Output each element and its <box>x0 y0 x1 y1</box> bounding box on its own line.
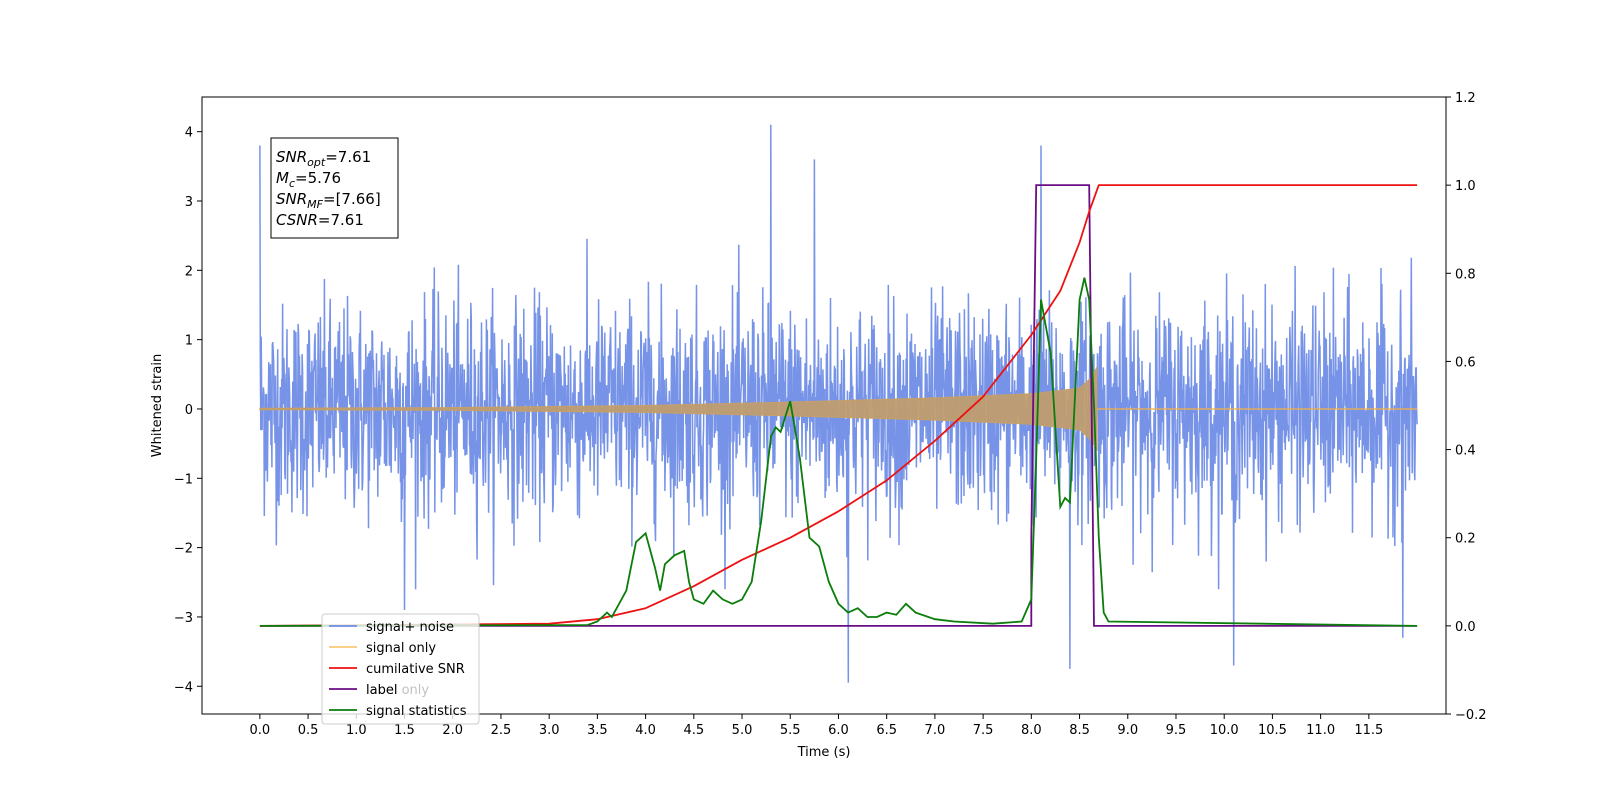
y2-tick-label: −0.2 <box>1455 708 1487 723</box>
x-tick-label: 1.5 <box>394 723 415 738</box>
series-signal-statistics-line <box>259 277 1418 627</box>
stat-line: Mc=5.76 <box>276 169 341 190</box>
x-tick-label: 7.0 <box>925 723 946 738</box>
y2-tick-label: 1.0 <box>1455 179 1476 194</box>
y-tick-label: −4 <box>174 680 193 695</box>
legend-label: signal statistics <box>366 704 467 719</box>
x-tick-label: 11.0 <box>1306 723 1335 738</box>
legend-frame <box>321 613 480 725</box>
y2-tick-label: 0.0 <box>1455 620 1476 635</box>
y2-tick-label: 0.4 <box>1455 444 1476 459</box>
x-tick-label: 5.0 <box>732 723 753 738</box>
x-tick-label: 3.0 <box>539 723 560 738</box>
x-tick-label: 0.5 <box>298 723 319 738</box>
y2-tick-label: 0.8 <box>1455 267 1476 282</box>
y-tick-label: −1 <box>174 472 193 487</box>
legend: signal+ noise signal only cumilative SNR la… <box>321 613 480 725</box>
x-tick-label: 1.0 <box>346 723 367 738</box>
axes: 0.0 0.5 1.0 1.5 2.0 2.5 3.0 3.5 4.0 4.5 5.0 5.5 6.0 6… <box>150 91 1487 760</box>
x-tick-label: 3.5 <box>587 723 608 738</box>
x-tick-label: 4.5 <box>683 723 704 738</box>
y2-tick-label: 0.6 <box>1455 355 1476 370</box>
plot-area <box>259 124 1418 683</box>
y-axis-label: Whitened strain <box>150 354 165 457</box>
stat-line: CSNR=7.61 <box>276 211 364 229</box>
y-tick-label: 0 <box>185 403 193 418</box>
y-tick-label: 4 <box>185 126 193 141</box>
x-tick-label: 5.5 <box>780 723 801 738</box>
stats-box-frame <box>270 137 399 239</box>
x-tick-label: 7.5 <box>973 723 994 738</box>
x-tick-label: 4.0 <box>635 723 656 738</box>
x-tick-label: 2.0 <box>442 723 463 738</box>
series-cumulative-snr-line <box>259 184 1418 627</box>
x-tick-label: 8.0 <box>1021 723 1042 738</box>
legend-label: signal+ noise <box>366 620 454 635</box>
series-label-line <box>259 184 1418 627</box>
series-signal-only-band <box>259 365 1098 451</box>
x-tick-label: 11.5 <box>1354 723 1383 738</box>
x-tick-label: 6.0 <box>828 723 849 738</box>
plot-frame <box>201 96 1447 715</box>
stat-line: SNRopt=7.61 <box>276 148 371 169</box>
y2-tick-label: 0.2 <box>1455 532 1476 547</box>
y-tick-label: 2 <box>185 264 193 279</box>
x-tick-label: 10.0 <box>1210 723 1239 738</box>
y-tick-label: 1 <box>185 334 193 349</box>
x-tick-label: 9.0 <box>1117 723 1138 738</box>
legend-label: label <box>366 683 397 698</box>
x-tick-label: 8.5 <box>1069 723 1090 738</box>
y2-tick-label: 1.2 <box>1455 91 1476 106</box>
y-tick-label: −2 <box>174 542 193 557</box>
legend-label: cumilative SNR <box>366 662 465 677</box>
x-tick-label: 2.5 <box>491 723 512 738</box>
legend-label: signal only <box>366 641 436 656</box>
x-tick-label: 9.5 <box>1166 723 1187 738</box>
y-tick-label: −3 <box>174 611 193 626</box>
x-axis-label: Time (s) <box>797 745 851 760</box>
stat-line: SNRMF=[7.66] <box>276 190 381 211</box>
x-tick-label: 0.0 <box>250 723 271 738</box>
x-tick-label: 10.5 <box>1258 723 1287 738</box>
y-tick-label: 3 <box>185 195 193 210</box>
legend-ghost-label: label only <box>366 683 429 698</box>
x-tick-label: 6.5 <box>876 723 897 738</box>
